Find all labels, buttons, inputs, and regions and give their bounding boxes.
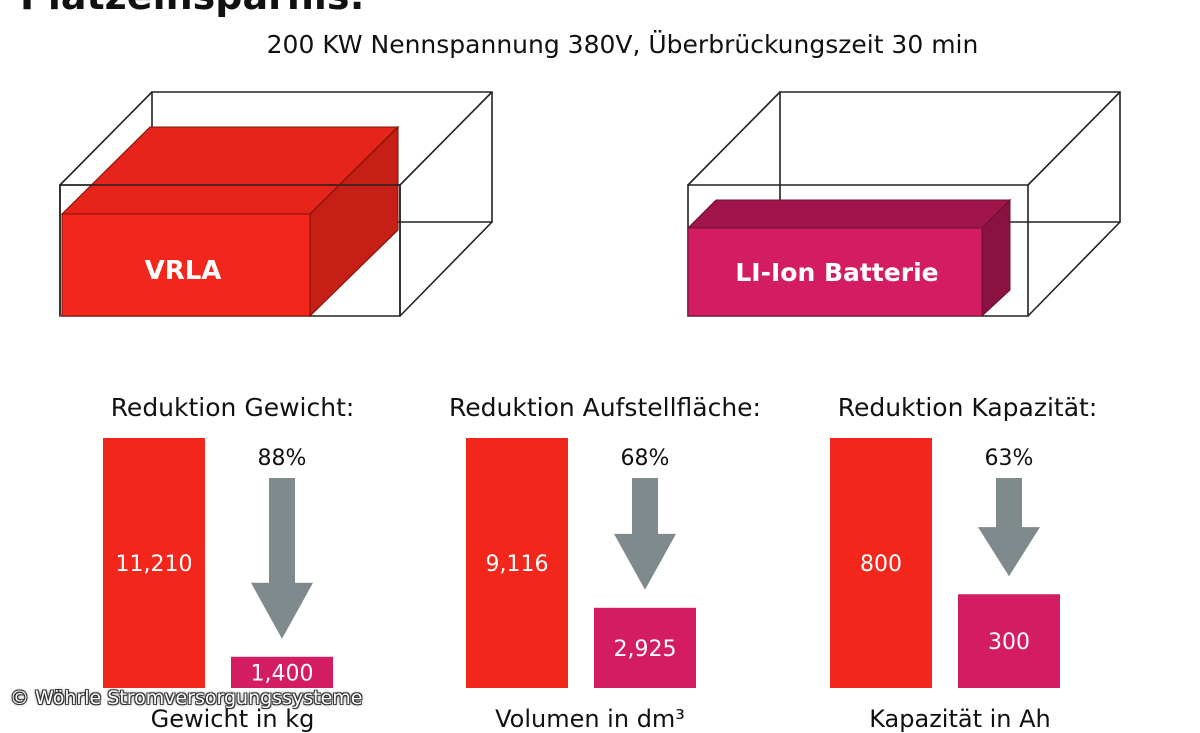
reduction-percent-label: 88% xyxy=(258,446,307,471)
reduction-percent-label: 63% xyxy=(985,446,1034,471)
copyright-notice: © Wöhrle Stromversorgungssysteme xyxy=(10,687,363,709)
bar-vrla xyxy=(466,438,568,688)
bar-value-label: 300 xyxy=(988,630,1030,655)
page-heading: Platzeinsparnis: xyxy=(20,0,365,18)
bar-liion xyxy=(958,594,1060,688)
chart-weight-title: Reduktion Gewicht: xyxy=(110,393,355,422)
bar-value-label: 800 xyxy=(860,552,902,577)
chart-capacity-title: Reduktion Kapazität: xyxy=(837,393,1098,422)
chart-weight: 11,210 1,400 88% xyxy=(103,438,333,688)
page-subtitle: 200 KW Nennspannung 380V, Überbrückungsz… xyxy=(266,30,979,59)
chart-capacity: 800 300 63% xyxy=(830,438,1060,688)
chart-area-title: Reduktion Aufstellfläche: xyxy=(449,393,761,422)
reduction-arrow-icon xyxy=(251,478,313,639)
reduction-percent-label: 68% xyxy=(621,446,670,471)
chart-area-xlabel: Volumen in dm³ xyxy=(495,705,685,733)
liion-battery-block xyxy=(686,198,1012,318)
bar-vrla xyxy=(830,438,932,688)
bar-value-label: 2,925 xyxy=(614,637,677,662)
bar-liion xyxy=(594,607,696,688)
reduction-arrow-icon xyxy=(614,478,676,590)
bar-liion xyxy=(231,656,333,688)
liion-box-label: LI-Ion Batterie xyxy=(735,258,938,287)
chart-area: 9,116 2,925 68% xyxy=(466,438,696,688)
vrla-box-label: VRLA xyxy=(145,256,222,286)
bar-value-label: 11,210 xyxy=(116,552,193,577)
bar-vrla xyxy=(103,438,205,688)
chart-capacity-xlabel: Kapazität in Ah xyxy=(869,705,1051,733)
vrla-battery-block xyxy=(60,125,400,318)
bar-value-label: 1,400 xyxy=(251,661,314,686)
battery-volume-illustration: VRLA LI-Ion Batterie xyxy=(59,91,1121,318)
reduction-arrow-icon xyxy=(978,478,1040,577)
chart-weight-xlabel: Gewicht in kg xyxy=(150,705,315,733)
bar-value-label: 9,116 xyxy=(486,552,549,577)
